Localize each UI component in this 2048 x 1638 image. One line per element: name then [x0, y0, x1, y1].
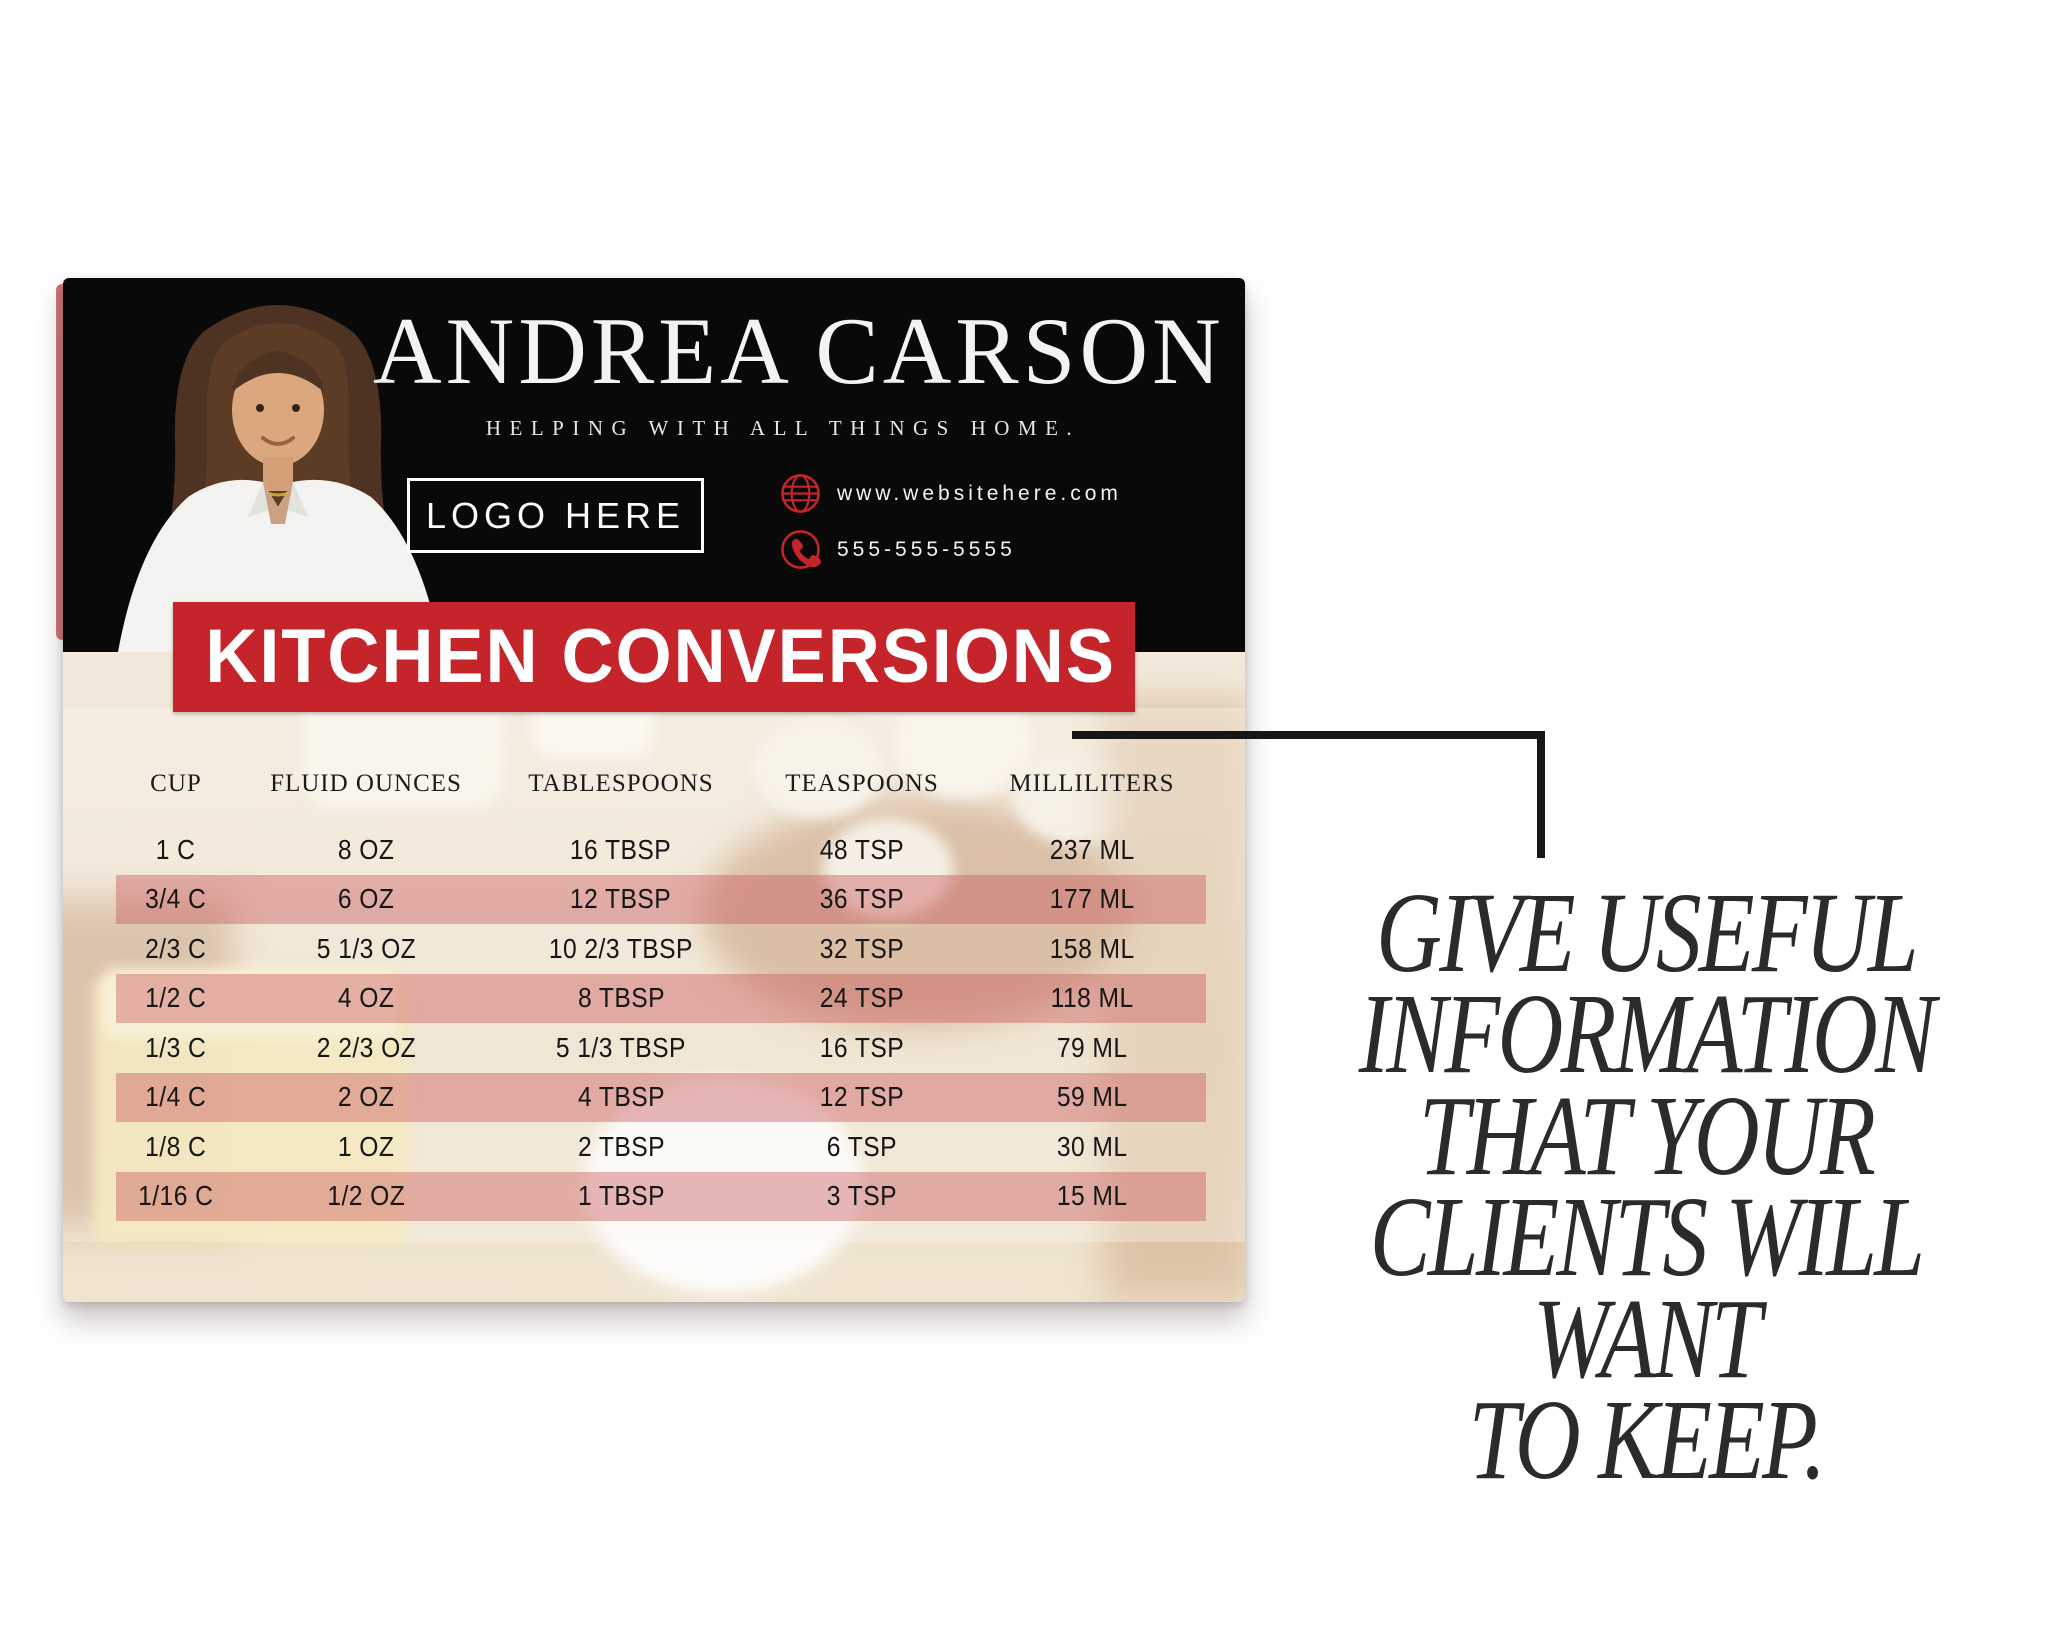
card-header: ANDREA CARSON HELPING WITH ALL THINGS HO… [63, 278, 1245, 652]
table-cell: 24 TSP [819, 982, 905, 1014]
logo-placeholder-box: LOGO HERE [407, 478, 704, 553]
banner-title: KITCHEN CONVERSIONS [205, 614, 1116, 699]
table-cell: 8 TBSP [577, 982, 665, 1014]
table-cell: 1/2 C [145, 982, 207, 1014]
table-cell: 30 ML [1056, 1130, 1128, 1162]
table-cell: 3 TSP [826, 1180, 898, 1212]
phone-text: 555-555-5555 [837, 537, 1016, 561]
table-cell: 59 ML [1056, 1081, 1128, 1113]
table-cell: 158 ML [1049, 932, 1135, 964]
logo-placeholder-label: LOGO HERE [425, 494, 686, 536]
table-cell: 15 ML [1056, 1180, 1128, 1212]
column-header-fluid-ounces: FLUID OUNCES [270, 770, 462, 797]
globe-icon [781, 474, 820, 513]
callout-connector-horizontal [1072, 731, 1545, 739]
egg-shape [753, 718, 883, 818]
table-cell: 1/2 OZ [327, 1180, 405, 1212]
table-row: 1/8 C 1 OZ 2 TBSP 6 TSP 30 ML [116, 1122, 1206, 1172]
callout-line: WANT [1533, 1274, 1762, 1402]
kitchen-conversions-card: ANDREA CARSON HELPING WITH ALL THINGS HO… [63, 278, 1245, 1302]
table-cell: 4 TBSP [577, 1081, 665, 1113]
callout-text-block: GIVE USEFUL INFORMATION THAT YOUR CLIENTS W… [1314, 869, 1978, 1504]
table-row: 1/2 C 4 OZ 8 TBSP 24 TSP 118 ML [116, 973, 1206, 1023]
table-cell: 3/4 C [145, 883, 207, 915]
table-cell: 48 TSP [819, 833, 905, 865]
table-cell: 8 OZ [337, 833, 395, 865]
callout-line: TO KEEP. [1468, 1376, 1827, 1504]
table-cell: 2/3 C [145, 932, 207, 964]
table-cell: 1/3 C [145, 1031, 207, 1063]
table-cell: 177 ML [1049, 883, 1135, 915]
wood-tone-shape [1103, 698, 1245, 1302]
website-text: www.websitehere.com [837, 481, 1122, 505]
table-cell: 2 TBSP [577, 1130, 665, 1162]
table-cell: 6 TSP [826, 1130, 898, 1162]
column-header-cup: CUP [150, 770, 202, 797]
table-cell: 79 ML [1056, 1031, 1128, 1063]
egg-shape [1013, 748, 1133, 843]
table-cell: 10 2/3 TBSP [548, 932, 694, 964]
callout-line: INFORMATION [1358, 970, 1936, 1098]
table-cell: 1 OZ [337, 1130, 395, 1162]
callout-line: CLIENTS WILL [1369, 1173, 1925, 1301]
egg-shape [823, 818, 953, 918]
table-cell: 2 OZ [337, 1081, 395, 1113]
butter-top-shape [103, 968, 398, 1038]
agent-name: ANDREA CARSON [373, 298, 1225, 404]
kitchen-conversions-banner: KITCHEN CONVERSIONS [173, 602, 1135, 712]
table-cell: 4 OZ [337, 982, 395, 1014]
table-cell: 1/8 C [145, 1130, 207, 1162]
background-veil [63, 708, 1245, 1242]
callout-line: GIVE USEFUL [1376, 869, 1919, 996]
table-cell: 5 1/3 OZ [316, 932, 416, 964]
phone-icon [781, 530, 821, 569]
table-cell: 12 TSP [819, 1081, 905, 1113]
table-cell: 36 TSP [819, 883, 905, 915]
table-cell: 1 TBSP [577, 1180, 665, 1212]
table-cell: 118 ML [1050, 982, 1134, 1014]
phone-row: 555-555-5555 [779, 528, 1122, 571]
table-row: 1/4 C 2 OZ 4 TBSP 12 TSP 59 ML [116, 1072, 1206, 1122]
column-header-tablespoons: TABLESPOONS [528, 770, 714, 797]
table-row: 1/16 C 1/2 OZ 1 TBSP 3 TSP 15 ML [116, 1171, 1206, 1221]
table-cell: 2 2/3 OZ [316, 1031, 416, 1063]
table-row: 2/3 C 5 1/3 OZ 10 2/3 TBSP 32 TSP 158 ML [116, 924, 1206, 974]
cream-shape [583, 1078, 863, 1293]
table-cell: 16 TBSP [570, 833, 672, 865]
website-row: www.websitehere.com [779, 472, 1122, 515]
contact-block: www.websitehere.com 555-555-5555 [779, 472, 1122, 584]
conversion-table: CUP FLUID OUNCES TABLESPOONS TEASPOONS M… [116, 768, 1206, 1221]
callout-connector-vertical [1537, 731, 1545, 858]
table-row: 3/4 C 6 OZ 12 TBSP 36 TSP 177 ML [116, 874, 1206, 924]
callout-line: THAT YOUR [1418, 1071, 1876, 1199]
table-cell: 5 1/3 TBSP [556, 1031, 686, 1063]
agent-tagline: HELPING WITH ALL THINGS HOME. [485, 416, 1081, 440]
table-cell: 16 TSP [819, 1031, 905, 1063]
table-row: 1 C 8 OZ 16 TBSP 48 TSP 237 ML [116, 825, 1206, 875]
table-body: 1 C 8 OZ 16 TBSP 48 TSP 237 ML 3/4 C 6 O… [116, 825, 1206, 1221]
table-cell: 6 OZ [337, 883, 395, 915]
table-cell: 237 ML [1049, 833, 1135, 865]
agent-portrait-photo [118, 305, 441, 652]
table-cell: 12 TBSP [570, 883, 672, 915]
table-cell: 1/4 C [145, 1081, 207, 1113]
column-header-teaspoons: TEASPOONS [785, 770, 939, 797]
table-cell: 32 TSP [819, 932, 905, 964]
table-row: 1/3 C 2 2/3 OZ 5 1/3 TBSP 16 TSP 79 ML [116, 1023, 1206, 1073]
table-cell: 1 C [156, 833, 196, 865]
column-header-milliliters: MILLILITERS [1009, 770, 1175, 797]
table-cell: 1/16 C [138, 1180, 214, 1212]
table-header-row: CUP FLUID OUNCES TABLESPOONS TEASPOONS M… [116, 768, 1206, 800]
